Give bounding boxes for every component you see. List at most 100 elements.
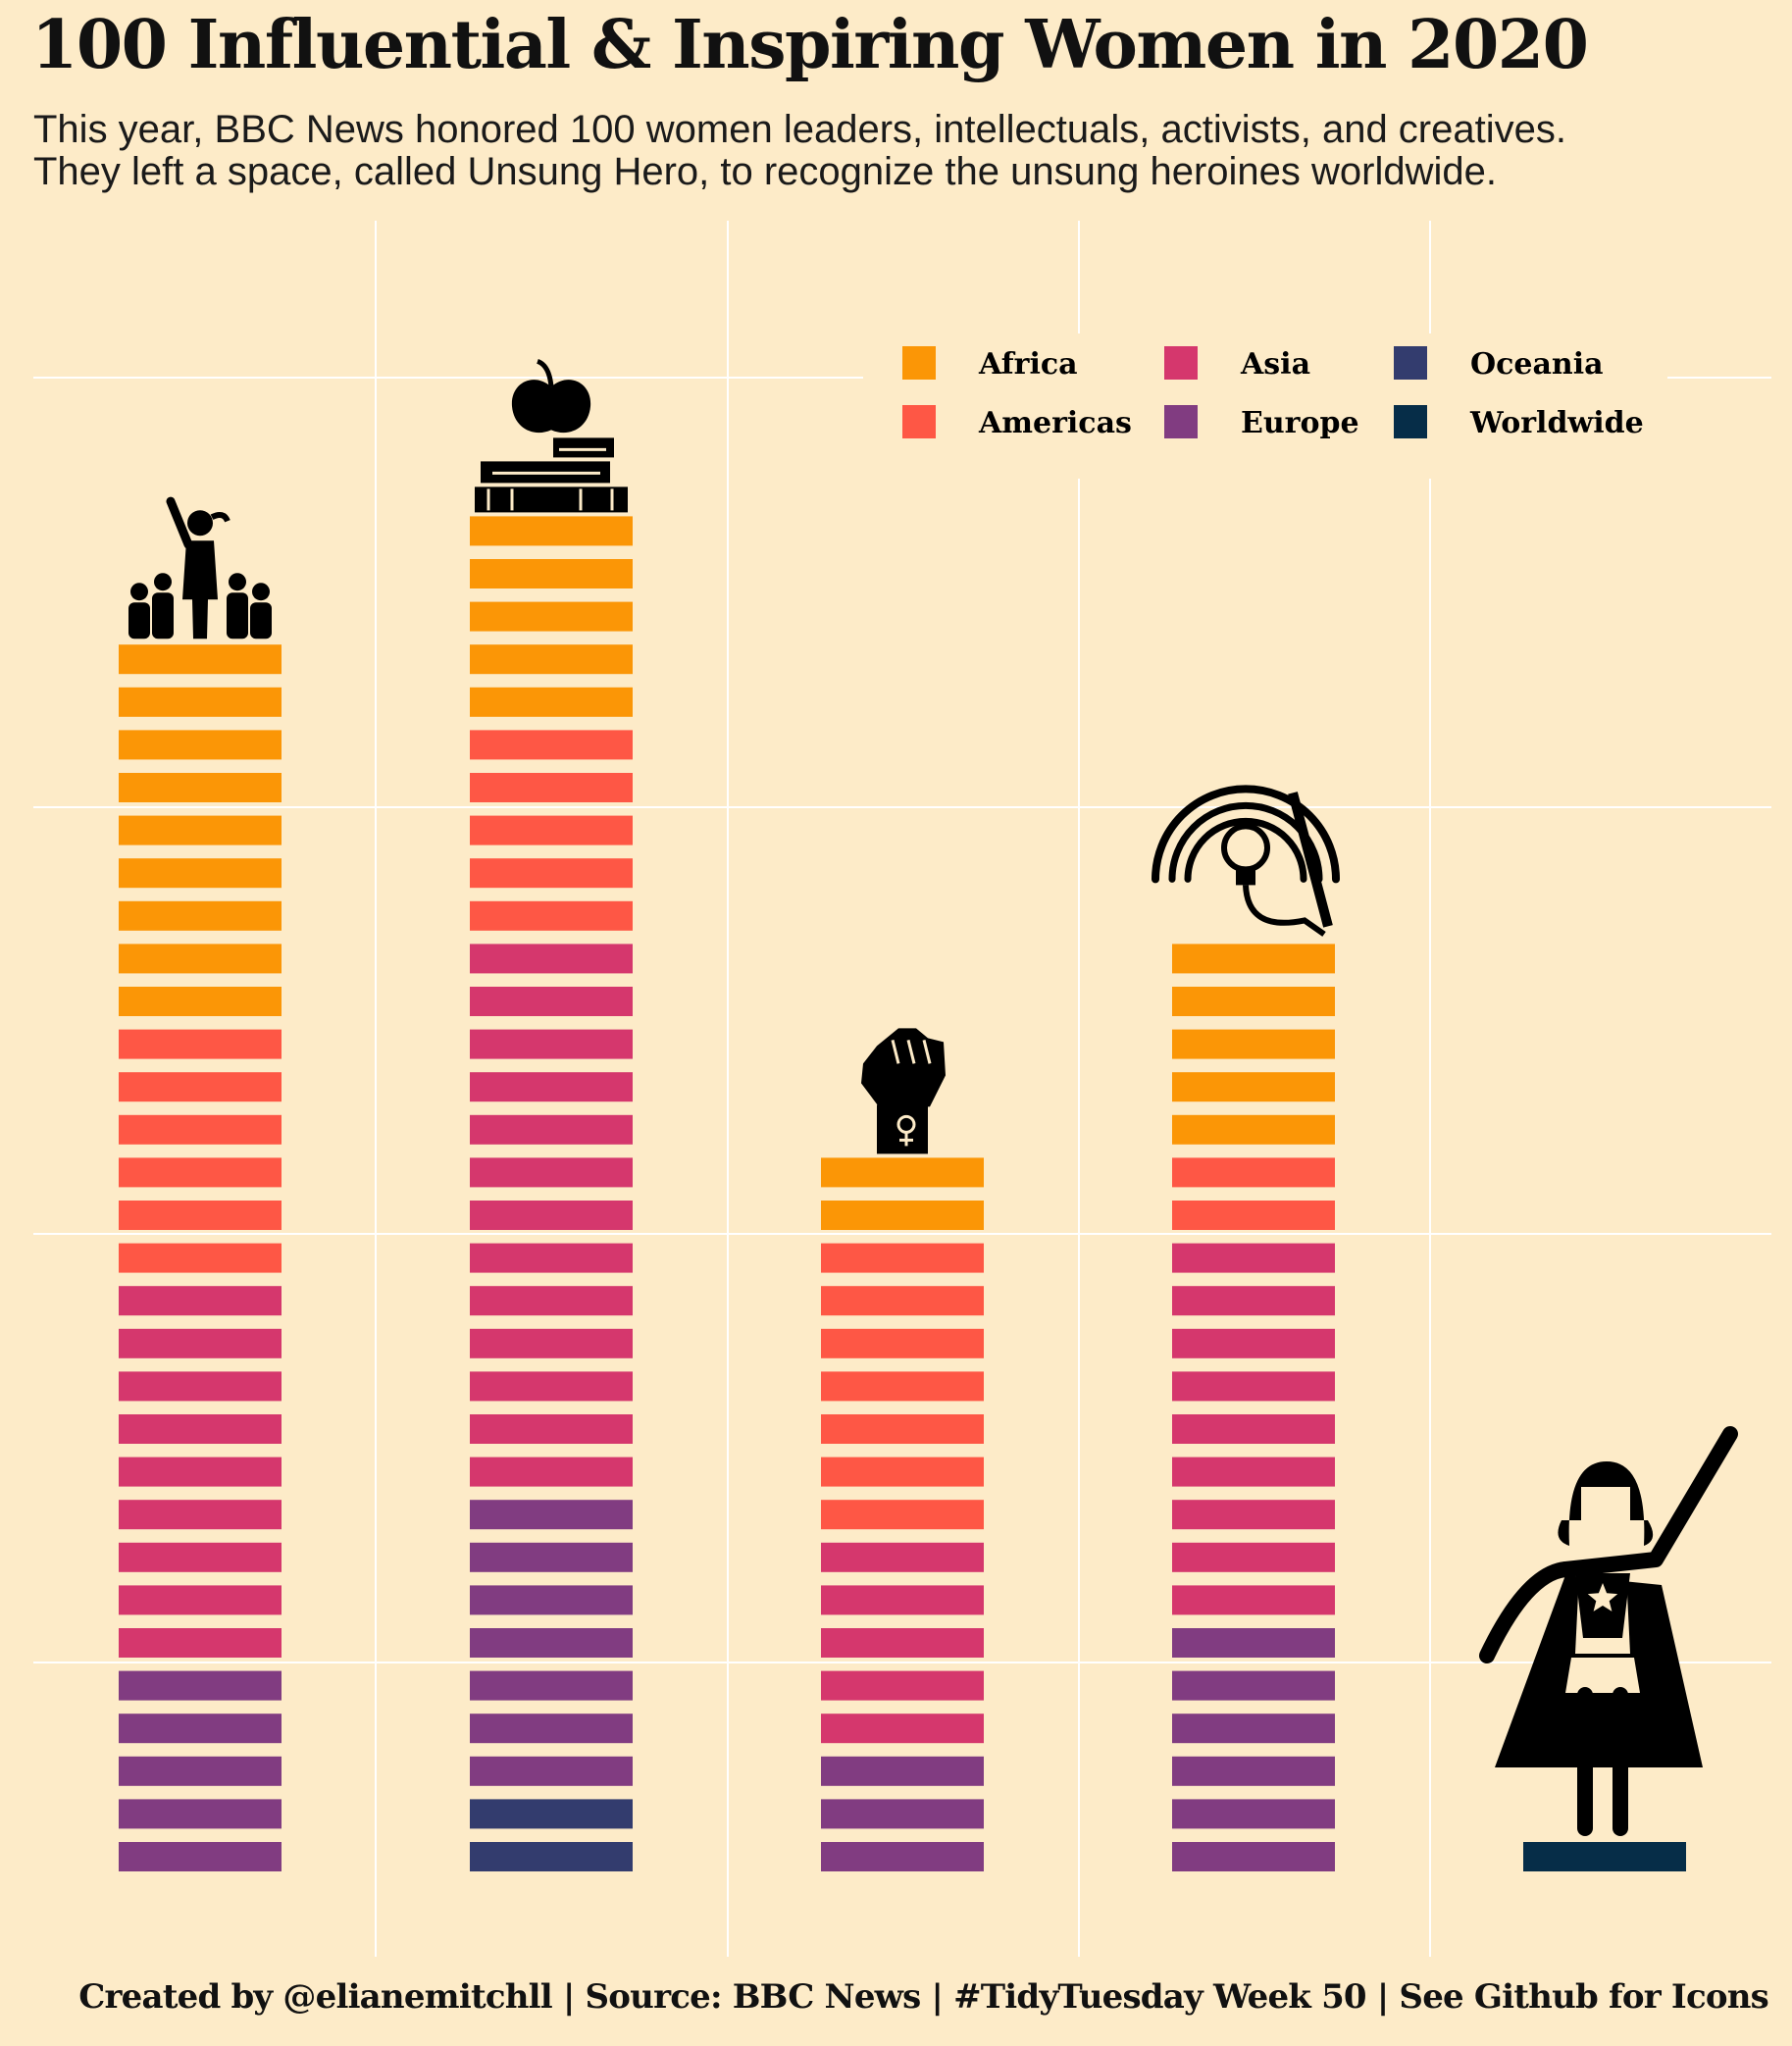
bar-segment-asia-knowledge: [470, 1243, 633, 1273]
bar-segment-africa-creativity: [1172, 944, 1335, 974]
bar-segment-americas-identity: [821, 1286, 984, 1316]
bar-segment-africa-leadership: [119, 987, 282, 1016]
chart-subtitle-line-2: They left a space, called Unsung Hero, t…: [33, 150, 1497, 193]
bar-segment-asia-creativity: [1172, 1500, 1335, 1530]
bar-segment-americas-leadership: [119, 1029, 282, 1059]
bar-segment-europe-knowledge: [470, 1628, 633, 1658]
bar-segment-africa-creativity: [1172, 1029, 1335, 1059]
legend-label-asia: Asia: [1240, 347, 1310, 382]
bar-segment-africa-leadership: [119, 687, 282, 717]
bar-segment-europe-leadership: [119, 1670, 282, 1701]
bar-segment-europe-creativity: [1172, 1799, 1335, 1829]
bar-segment-asia-creativity: [1172, 1286, 1335, 1316]
bar-segment-europe-knowledge: [470, 1714, 633, 1744]
bar-segment-africa-creativity: [1172, 1072, 1335, 1102]
bar-segment-africa-knowledge: [470, 687, 633, 717]
bar-segment-americas-knowledge: [470, 858, 633, 889]
bar-segment-americas-identity: [821, 1371, 984, 1402]
bar-segment-africa-creativity: [1172, 987, 1335, 1016]
bar-segment-africa-identity: [821, 1201, 984, 1230]
bar-segment-africa-knowledge: [470, 601, 633, 632]
bar-segment-americas-identity: [821, 1457, 984, 1487]
legend-item-asia: Asia: [1164, 346, 1310, 382]
bar-segment-americas-leadership: [119, 1243, 282, 1273]
legend-item-worldwide: Worldwide: [1394, 405, 1644, 440]
bar-segment-americas-leadership: [119, 1072, 282, 1102]
bar-segment-europe-identity: [821, 1756, 984, 1786]
bar-segment-europe-identity: [821, 1799, 984, 1829]
bar-segment-asia-leadership: [119, 1457, 282, 1487]
bar-segment-africa-creativity: [1172, 1114, 1335, 1145]
bar-segment-africa-leadership: [119, 730, 282, 760]
bar-segment-asia-knowledge: [470, 1328, 633, 1358]
bar-segment-africa-knowledge: [470, 644, 633, 675]
legend-swatch-americas: [902, 405, 936, 438]
bar-segment-asia-knowledge: [470, 1457, 633, 1487]
bar-segment-asia-leadership: [119, 1542, 282, 1572]
bar-segment-worldwide-unsung-hero: [1523, 1842, 1686, 1871]
bar-segment-europe-leadership: [119, 1714, 282, 1744]
legend-swatch-worldwide: [1394, 405, 1427, 438]
bar-segment-asia-leadership: [119, 1500, 282, 1530]
bar-segment-asia-leadership: [119, 1585, 282, 1615]
bar-segment-americas-knowledge: [470, 815, 633, 845]
bar-segment-europe-leadership: [119, 1799, 282, 1829]
bar-segment-europe-knowledge: [470, 1756, 633, 1786]
legend: Africa Americas Asia Europe Oceania Worldwide: [863, 333, 1667, 479]
legend-swatch-africa: [902, 346, 936, 380]
legend-item-oceania: Oceania: [1394, 346, 1604, 382]
bar-segment-europe-creativity: [1172, 1714, 1335, 1744]
bar-segment-asia-identity: [821, 1714, 984, 1744]
bar-segment-asia-knowledge: [470, 1201, 633, 1230]
legend-item-americas: Americas: [902, 405, 1132, 440]
bar-segment-americas-knowledge: [470, 900, 633, 931]
bar-segment-asia-leadership: [119, 1328, 282, 1358]
bar-segment-asia-creativity: [1172, 1243, 1335, 1273]
bar-segment-asia-knowledge: [470, 944, 633, 974]
bar-segment-americas-creativity: [1172, 1157, 1335, 1188]
chart-title: 100 Influential & Inspiring Women in 202…: [31, 6, 1589, 84]
bar-segment-asia-knowledge: [470, 1072, 633, 1102]
bar-segment-asia-creativity: [1172, 1585, 1335, 1615]
bar-segment-asia-creativity: [1172, 1328, 1335, 1358]
bar-segment-asia-identity: [821, 1670, 984, 1701]
bar-segment-americas-leadership: [119, 1114, 282, 1145]
bar-segment-asia-knowledge: [470, 1114, 633, 1145]
bar-segment-americas-leadership: [119, 1157, 282, 1188]
chart-caption: Created by @elianemitchll | Source: BBC …: [78, 1977, 1769, 2017]
bar-segment-africa-leadership: [119, 773, 282, 802]
bar-segment-americas-identity: [821, 1500, 984, 1530]
bar-segment-americas-identity: [821, 1243, 984, 1273]
bar-segment-oceania-knowledge: [470, 1799, 633, 1829]
bar-segment-asia-leadership: [119, 1628, 282, 1658]
bar-segment-americas-identity: [821, 1328, 984, 1358]
bar-segment-americas-leadership: [119, 1201, 282, 1230]
bar-segment-americas-creativity: [1172, 1201, 1335, 1230]
bar-segment-asia-creativity: [1172, 1542, 1335, 1572]
bar-segment-africa-identity: [821, 1157, 984, 1188]
legend-item-africa: Africa: [902, 346, 1078, 382]
apple-on-books-icon: [475, 359, 628, 513]
bar-segment-oceania-knowledge: [470, 1842, 633, 1871]
leader-with-group-icon: [128, 496, 272, 639]
bar-segment-asia-knowledge: [470, 1157, 633, 1188]
legend-label-europe: Europe: [1241, 406, 1359, 440]
bar-segment-asia-knowledge: [470, 1029, 633, 1059]
legend-label-africa: Africa: [978, 347, 1078, 382]
bar-segment-europe-leadership: [119, 1842, 282, 1871]
bar-segment-europe-knowledge: [470, 1670, 633, 1701]
lightbulb-head-pencil-icon: [1152, 785, 1340, 937]
bar-segment-africa-leadership: [119, 858, 282, 889]
bar-segment-europe-identity: [821, 1842, 984, 1871]
bar-segment-americas-identity: [821, 1414, 984, 1444]
category-icons: [128, 359, 1738, 1836]
legend-item-europe: Europe: [1164, 405, 1359, 440]
bar-segment-asia-leadership: [119, 1286, 282, 1316]
bar-segment-europe-knowledge: [470, 1585, 633, 1615]
bar-segment-europe-creativity: [1172, 1670, 1335, 1701]
raised-fist-female-symbol-icon: [861, 1028, 946, 1154]
bar-segment-asia-knowledge: [470, 987, 633, 1016]
superhero-woman-icon: [1479, 1426, 1738, 1836]
bar-segments: [119, 516, 1686, 1871]
